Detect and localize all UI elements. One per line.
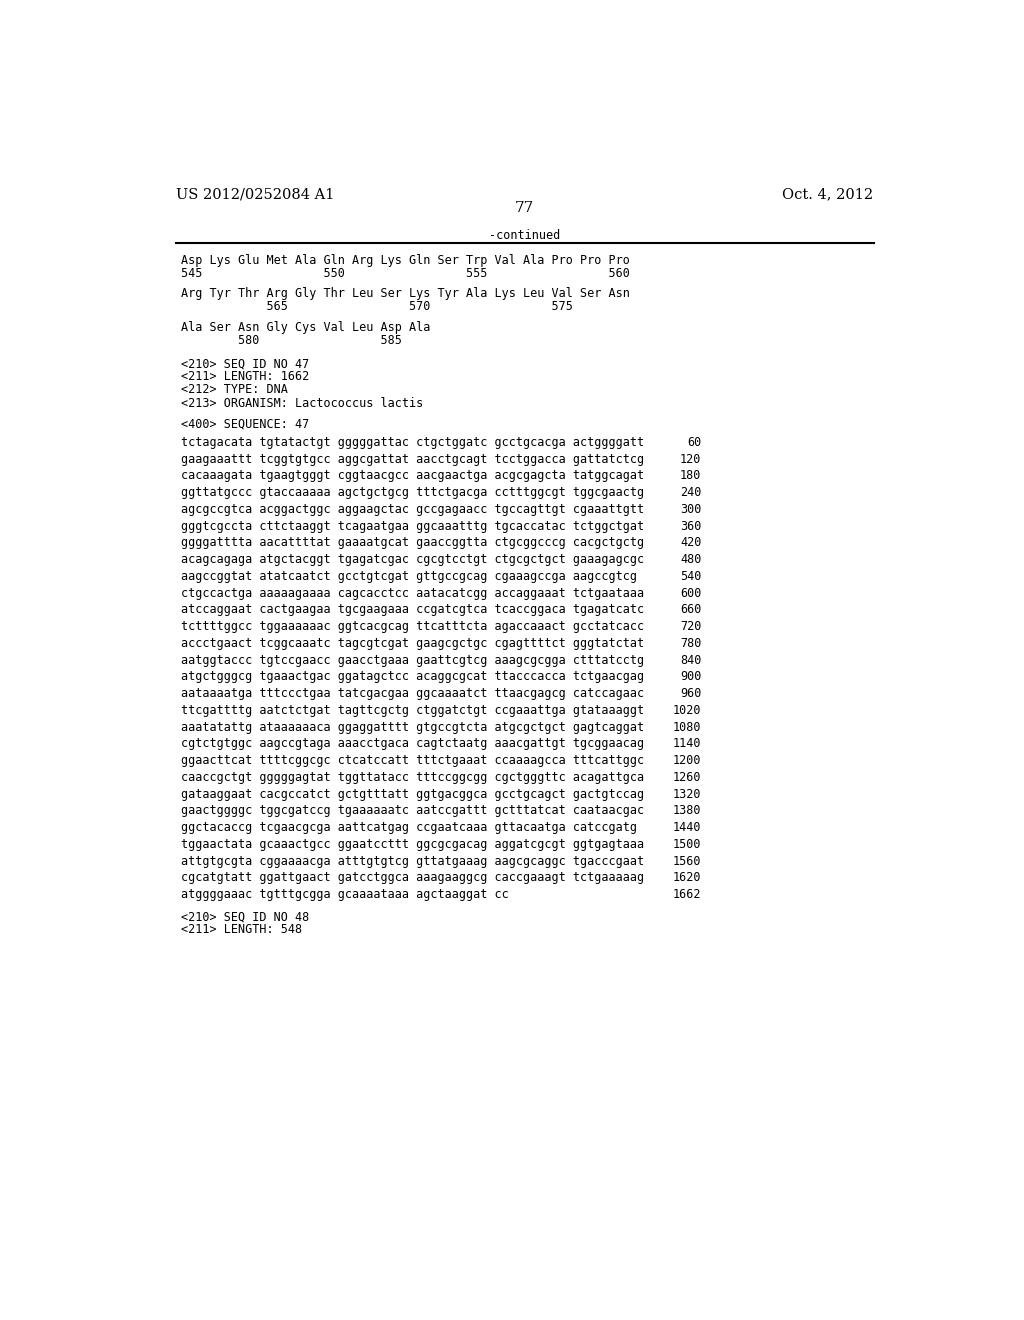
Text: Oct. 4, 2012: Oct. 4, 2012 xyxy=(782,187,873,202)
Text: 1260: 1260 xyxy=(673,771,701,784)
Text: gggtcgccta cttctaaggt tcagaatgaa ggcaaatttg tgcaccatac tctggctgat: gggtcgccta cttctaaggt tcagaatgaa ggcaaat… xyxy=(180,520,644,532)
Text: attgtgcgta cggaaaacga atttgtgtcg gttatgaaag aagcgcaggc tgacccgaat: attgtgcgta cggaaaacga atttgtgtcg gttatga… xyxy=(180,855,644,867)
Text: 1620: 1620 xyxy=(673,871,701,884)
Text: 240: 240 xyxy=(680,486,701,499)
Text: ttcgattttg aatctctgat tagttcgctg ctggatctgt ccgaaattga gtataaaggt: ttcgattttg aatctctgat tagttcgctg ctggatc… xyxy=(180,704,644,717)
Text: 1200: 1200 xyxy=(673,754,701,767)
Text: Ala Ser Asn Gly Cys Val Leu Asp Ala: Ala Ser Asn Gly Cys Val Leu Asp Ala xyxy=(180,321,430,334)
Text: 780: 780 xyxy=(680,636,701,649)
Text: -continued: -continued xyxy=(489,230,560,243)
Text: <210> SEQ ID NO 47: <210> SEQ ID NO 47 xyxy=(180,358,309,371)
Text: agcgccgtca acggactggc aggaagctac gccgagaacc tgccagttgt cgaaattgtt: agcgccgtca acggactggc aggaagctac gccgaga… xyxy=(180,503,644,516)
Text: 1560: 1560 xyxy=(673,855,701,867)
Text: tggaactata gcaaactgcc ggaatccttt ggcgcgacag aggatcgcgt ggtgagtaaa: tggaactata gcaaactgcc ggaatccttt ggcgcga… xyxy=(180,838,644,851)
Text: 360: 360 xyxy=(680,520,701,532)
Text: 1140: 1140 xyxy=(673,738,701,751)
Text: acagcagaga atgctacggt tgagatcgac cgcgtcctgt ctgcgctgct gaaagagcgc: acagcagaga atgctacggt tgagatcgac cgcgtcc… xyxy=(180,553,644,566)
Text: 580                 585: 580 585 xyxy=(180,334,401,347)
Text: ggctacaccg tcgaacgcga aattcatgag ccgaatcaaa gttacaatga catccgatg: ggctacaccg tcgaacgcga aattcatgag ccgaatc… xyxy=(180,821,637,834)
Text: atccaggaat cactgaagaa tgcgaagaaa ccgatcgtca tcaccggaca tgagatcatc: atccaggaat cactgaagaa tgcgaagaaa ccgatcg… xyxy=(180,603,644,616)
Text: 1662: 1662 xyxy=(673,888,701,902)
Text: ggttatgccc gtaccaaaaa agctgctgcg tttctgacga cctttggcgt tggcgaactg: ggttatgccc gtaccaaaaa agctgctgcg tttctga… xyxy=(180,486,644,499)
Text: 60: 60 xyxy=(687,436,701,449)
Text: gaagaaattt tcggtgtgcc aggcgattat aacctgcagt tcctggacca gattatctcg: gaagaaattt tcggtgtgcc aggcgattat aacctgc… xyxy=(180,453,644,466)
Text: 420: 420 xyxy=(680,536,701,549)
Text: 480: 480 xyxy=(680,553,701,566)
Text: <211> LENGTH: 548: <211> LENGTH: 548 xyxy=(180,923,302,936)
Text: 300: 300 xyxy=(680,503,701,516)
Text: caaccgctgt gggggagtat tggttatacc tttccggcgg cgctgggttc acagattgca: caaccgctgt gggggagtat tggttatacc tttccgg… xyxy=(180,771,644,784)
Text: 1380: 1380 xyxy=(673,804,701,817)
Text: gaactggggc tggcgatccg tgaaaaaatc aatccgattt gctttatcat caataacgac: gaactggggc tggcgatccg tgaaaaaatc aatccga… xyxy=(180,804,644,817)
Text: aaatatattg ataaaaaaca ggaggatttt gtgccgtcta atgcgctgct gagtcaggat: aaatatattg ataaaaaaca ggaggatttt gtgccgt… xyxy=(180,721,644,734)
Text: ggaacttcat ttttcggcgc ctcatccatt tttctgaaat ccaaaagcca tttcattggc: ggaacttcat ttttcggcgc ctcatccatt tttctga… xyxy=(180,754,644,767)
Text: 720: 720 xyxy=(680,620,701,634)
Text: Arg Tyr Thr Arg Gly Thr Leu Ser Lys Tyr Ala Lys Leu Val Ser Asn: Arg Tyr Thr Arg Gly Thr Leu Ser Lys Tyr … xyxy=(180,288,630,300)
Text: aatggtaccc tgtccgaacc gaacctgaaa gaattcgtcg aaagcgcgga ctttatcctg: aatggtaccc tgtccgaacc gaacctgaaa gaattcg… xyxy=(180,653,644,667)
Text: cgcatgtatt ggattgaact gatcctggca aaagaaggcg caccgaaagt tctgaaaaag: cgcatgtatt ggattgaact gatcctggca aaagaag… xyxy=(180,871,644,884)
Text: 600: 600 xyxy=(680,586,701,599)
Text: aagccggtat atatcaatct gcctgtcgat gttgccgcag cgaaagccga aagccgtcg: aagccggtat atatcaatct gcctgtcgat gttgccg… xyxy=(180,570,637,583)
Text: 1020: 1020 xyxy=(673,704,701,717)
Text: cgtctgtggc aagccgtaga aaacctgaca cagtctaatg aaacgattgt tgcggaacag: cgtctgtggc aagccgtaga aaacctgaca cagtcta… xyxy=(180,738,644,751)
Text: 120: 120 xyxy=(680,453,701,466)
Text: cacaaagata tgaagtgggt cggtaacgcc aacgaactga acgcgagcta tatggcagat: cacaaagata tgaagtgggt cggtaacgcc aacgaac… xyxy=(180,470,644,482)
Text: tctagacata tgtatactgt gggggattac ctgctggatc gcctgcacga actggggatt: tctagacata tgtatactgt gggggattac ctgctgg… xyxy=(180,436,644,449)
Text: tcttttggcc tggaaaaaac ggtcacgcag ttcatttcta agaccaaact gcctatcacc: tcttttggcc tggaaaaaac ggtcacgcag ttcattt… xyxy=(180,620,644,634)
Text: 545                 550                 555                 560: 545 550 555 560 xyxy=(180,267,630,280)
Text: gataaggaat cacgccatct gctgtttatt ggtgacggca gcctgcagct gactgtccag: gataaggaat cacgccatct gctgtttatt ggtgacg… xyxy=(180,788,644,801)
Text: accctgaact tcggcaaatc tagcgtcgat gaagcgctgc cgagttttct gggtatctat: accctgaact tcggcaaatc tagcgtcgat gaagcgc… xyxy=(180,636,644,649)
Text: 77: 77 xyxy=(515,201,535,215)
Text: aataaaatga tttccctgaa tatcgacgaa ggcaaaatct ttaacgagcg catccagaac: aataaaatga tttccctgaa tatcgacgaa ggcaaaa… xyxy=(180,688,644,700)
Text: 1320: 1320 xyxy=(673,788,701,801)
Text: <212> TYPE: DNA: <212> TYPE: DNA xyxy=(180,384,288,396)
Text: 960: 960 xyxy=(680,688,701,700)
Text: 565                 570                 575: 565 570 575 xyxy=(180,301,572,313)
Text: <400> SEQUENCE: 47: <400> SEQUENCE: 47 xyxy=(180,417,309,430)
Text: 540: 540 xyxy=(680,570,701,583)
Text: Asp Lys Glu Met Ala Gln Arg Lys Gln Ser Trp Val Ala Pro Pro Pro: Asp Lys Glu Met Ala Gln Arg Lys Gln Ser … xyxy=(180,253,630,267)
Text: 180: 180 xyxy=(680,470,701,482)
Text: atggggaaac tgtttgcgga gcaaaataaa agctaaggat cc: atggggaaac tgtttgcgga gcaaaataaa agctaag… xyxy=(180,888,509,902)
Text: 900: 900 xyxy=(680,671,701,684)
Text: atgctgggcg tgaaactgac ggatagctcc acaggcgcat ttacccacca tctgaacgag: atgctgggcg tgaaactgac ggatagctcc acaggcg… xyxy=(180,671,644,684)
Text: ctgccactga aaaaagaaaa cagcacctcc aatacatcgg accaggaaat tctgaataaa: ctgccactga aaaaagaaaa cagcacctcc aatacat… xyxy=(180,586,644,599)
Text: 660: 660 xyxy=(680,603,701,616)
Text: US 2012/0252084 A1: US 2012/0252084 A1 xyxy=(176,187,335,202)
Text: 1500: 1500 xyxy=(673,838,701,851)
Text: <213> ORGANISM: Lactococcus lactis: <213> ORGANISM: Lactococcus lactis xyxy=(180,396,423,409)
Text: 1080: 1080 xyxy=(673,721,701,734)
Text: 1440: 1440 xyxy=(673,821,701,834)
Text: <211> LENGTH: 1662: <211> LENGTH: 1662 xyxy=(180,371,309,383)
Text: ggggatttta aacattttat gaaaatgcat gaaccggtta ctgcggcccg cacgctgctg: ggggatttta aacattttat gaaaatgcat gaaccgg… xyxy=(180,536,644,549)
Text: <210> SEQ ID NO 48: <210> SEQ ID NO 48 xyxy=(180,911,309,923)
Text: 840: 840 xyxy=(680,653,701,667)
